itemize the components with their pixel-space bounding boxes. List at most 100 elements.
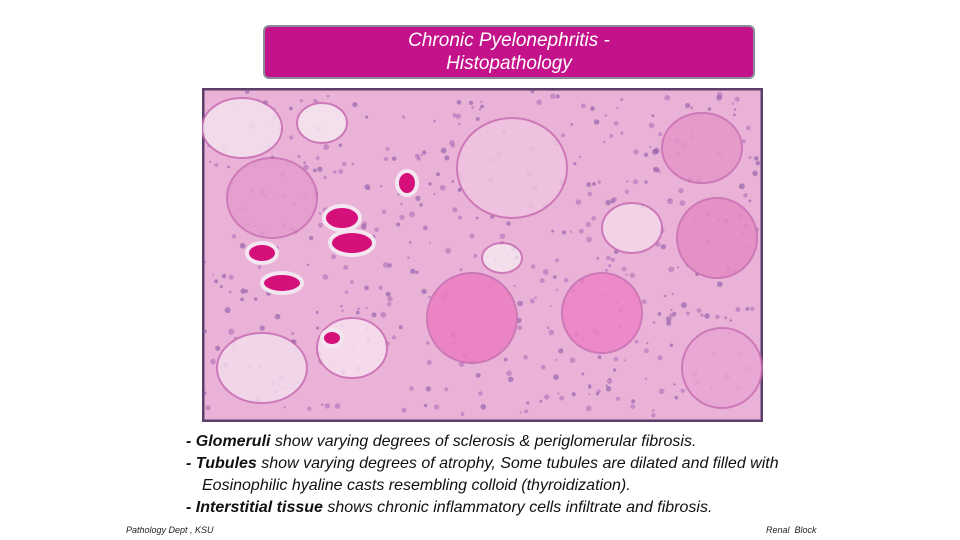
- tissue-shape: [360, 224, 367, 230]
- tissue-shape: [338, 143, 343, 148]
- tissue-shape: [315, 310, 319, 314]
- tissue-shape: [419, 203, 423, 207]
- tissue-shape: [621, 266, 627, 272]
- tissue-shape: [658, 171, 661, 174]
- tissue-shape: [433, 404, 440, 410]
- tissue-shape: [680, 388, 685, 393]
- tissue-shape: [724, 316, 728, 320]
- bullet-term: - Glomeruli: [186, 433, 271, 450]
- tissue-shape: [420, 154, 423, 157]
- tissue-shape: [668, 266, 675, 273]
- bullet: - Tubules show varying degrees of atroph…: [186, 453, 786, 497]
- tissue-shape: [569, 230, 573, 233]
- tissue-shape: [666, 320, 672, 326]
- tissue-shape: [342, 161, 347, 167]
- tissue-shape: [643, 152, 649, 157]
- tissue-shape: [415, 270, 419, 274]
- tissue-shape: [540, 364, 546, 370]
- tissue-shape: [644, 377, 648, 381]
- tissue-shape: [306, 263, 310, 267]
- tissue-shape: [350, 280, 354, 284]
- tissue-shape: [260, 271, 304, 295]
- tissue-shape: [561, 133, 566, 138]
- tissue-shape: [612, 197, 617, 202]
- tissue-shape: [631, 399, 636, 404]
- tissue-shape: [283, 405, 286, 409]
- tissue-shape: [340, 304, 343, 308]
- tissue-shape: [253, 297, 258, 301]
- tissue-shape: [585, 221, 591, 227]
- tissue-shape: [456, 117, 568, 219]
- tissue-shape: [517, 325, 523, 331]
- tissue-shape: [593, 119, 600, 125]
- tissue-shape: [749, 306, 755, 312]
- tissue-shape: [555, 258, 560, 263]
- tissue-shape: [620, 97, 624, 102]
- tissue-shape: [274, 313, 281, 320]
- tissue-shape: [651, 409, 655, 412]
- tissue-shape: [616, 107, 619, 110]
- tissue-shape: [395, 169, 419, 197]
- tissue-shape: [352, 101, 358, 108]
- bullet-text: show varying degrees of atrophy, Some tu…: [202, 455, 779, 494]
- tissue-shape: [539, 278, 545, 284]
- tissue-shape: [355, 310, 360, 315]
- tissue-shape: [623, 359, 626, 362]
- tissue-shape: [303, 164, 309, 171]
- tissue-shape: [459, 268, 463, 272]
- tissue-shape: [731, 102, 735, 105]
- tissue-shape: [585, 405, 592, 412]
- tissue-shape: [324, 403, 331, 409]
- tissue-shape: [318, 212, 322, 215]
- tissue-shape: [592, 182, 596, 186]
- tissue-shape: [473, 253, 478, 258]
- tissue-shape: [590, 106, 595, 112]
- tissue-shape: [321, 403, 324, 406]
- tissue-shape: [457, 187, 462, 192]
- tissue-shape: [660, 244, 667, 250]
- tissue-shape: [745, 307, 750, 311]
- tissue-shape: [506, 370, 512, 377]
- tissue-shape: [303, 161, 306, 165]
- tissue-shape: [478, 391, 483, 396]
- tissue-shape: [586, 236, 592, 243]
- tissue-shape: [451, 180, 455, 183]
- bullet-list: - Glomeruli show varying degrees of scle…: [186, 431, 786, 519]
- tissue-shape: [449, 139, 455, 146]
- tissue-shape: [221, 273, 227, 279]
- tissue-shape: [661, 112, 743, 184]
- tissue-shape: [385, 147, 390, 151]
- tissue-shape: [480, 403, 487, 410]
- tissue-shape: [733, 108, 737, 111]
- tissue-shape: [680, 302, 687, 309]
- tissue-shape: [365, 306, 368, 310]
- tissue-shape: [341, 309, 344, 312]
- tissue-shape: [624, 189, 630, 194]
- tissue-shape: [553, 374, 559, 380]
- tissue-shape: [729, 319, 733, 322]
- tissue-shape: [597, 180, 601, 184]
- tissue-shape: [475, 372, 481, 378]
- tissue-shape: [385, 291, 391, 297]
- tissue-shape: [338, 169, 344, 174]
- tissue-shape: [422, 225, 428, 231]
- tissue-shape: [203, 261, 207, 264]
- tissue-shape: [597, 355, 602, 360]
- tissue-shape: [414, 153, 420, 159]
- tissue-shape: [374, 227, 379, 232]
- tissue-shape: [397, 193, 400, 196]
- tissue-shape: [481, 242, 523, 274]
- tissue-shape: [426, 359, 432, 366]
- tissue-shape: [323, 144, 330, 150]
- tissue-shape: [214, 163, 219, 168]
- tissue-shape: [669, 313, 675, 318]
- tissue-shape: [228, 274, 234, 280]
- tissue-shape: [549, 304, 552, 308]
- tissue-shape: [632, 179, 639, 185]
- tissue-shape: [601, 202, 663, 254]
- tissue-shape: [458, 215, 463, 220]
- tissue-shape: [596, 256, 600, 260]
- tissue-shape: [469, 233, 475, 239]
- tissue-shape: [364, 285, 369, 291]
